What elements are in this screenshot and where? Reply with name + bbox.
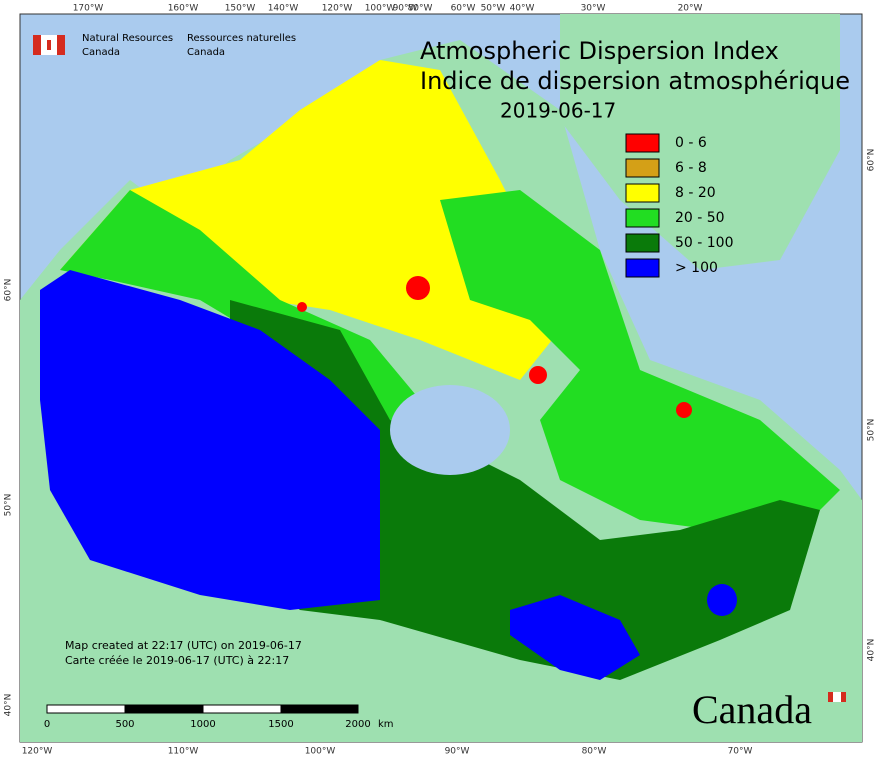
legend-swatch [625, 183, 660, 203]
latitude-label: 40°N [867, 639, 877, 662]
legend-label: 0 - 6 [675, 135, 707, 151]
longitude-label: 100°W [305, 747, 336, 757]
latitude-label: 60°N [867, 149, 877, 172]
latitude-label: 50°N [4, 494, 14, 517]
legend-swatch [625, 208, 660, 228]
wordmark: Canada [692, 687, 812, 732]
legend-swatch [625, 158, 660, 178]
credit: Carte créée le 2019-06-17 (UTC) à 22:17 [65, 654, 289, 667]
longitude-label: 80°W [408, 4, 433, 14]
agency-fr: Ressources naturelles [187, 33, 296, 44]
longitude-label: 160°W [168, 4, 199, 14]
longitude-label: 170°W [73, 4, 104, 14]
longitude-label: 140°W [268, 4, 299, 14]
legend-label: 8 - 20 [675, 185, 716, 201]
longitude-label: 40°W [510, 4, 535, 14]
map-title: Indice de dispersion atmosphérique [420, 67, 850, 95]
scale-label: 1500 [268, 719, 293, 730]
longitude-label: 50°W [481, 4, 506, 14]
longitude-label: 80°W [582, 747, 607, 757]
latitude-label: 60°N [4, 279, 14, 302]
longitude-label: 90°W [445, 747, 470, 757]
longitude-label: 20°W [678, 4, 703, 14]
scale-label: 1000 [190, 719, 215, 730]
map-title: Atmospheric Dispersion Index [420, 37, 779, 65]
longitude-label: 30°W [581, 4, 606, 14]
scale-bar [280, 704, 359, 714]
agency-fr: Canada [187, 47, 225, 58]
latitude-label: 50°N [867, 419, 877, 442]
agency-en: Natural Resources [82, 33, 173, 44]
legend-swatch [625, 258, 660, 278]
scale-unit: km [378, 719, 394, 730]
legend-swatch [625, 233, 660, 253]
hudson-bay [390, 385, 510, 475]
scale-bar [124, 704, 204, 714]
legend-label: 6 - 8 [675, 160, 707, 176]
scale-bar [46, 704, 126, 714]
longitude-label: 90°W [393, 4, 418, 14]
legend-label: 50 - 100 [675, 235, 734, 251]
longitude-label: 120°W [322, 4, 353, 14]
flag [33, 35, 41, 55]
longitude-label: 110°W [168, 747, 199, 757]
scale-label: 0 [44, 719, 50, 730]
wordmark-flag [833, 692, 841, 702]
scale-label: 2000 [345, 719, 370, 730]
legend-swatch [625, 133, 660, 153]
legend-label: > 100 [675, 260, 718, 276]
flag [57, 35, 65, 55]
longitude-label: 120°W [22, 747, 53, 757]
scale-label: 500 [115, 719, 134, 730]
latitude-label: 40°N [4, 694, 14, 717]
index-zones [40, 60, 840, 680]
longitude-label: 60°W [451, 4, 476, 14]
longitude-label: 70°W [728, 747, 753, 757]
longitude-label: 150°W [225, 4, 256, 14]
map-date: 2019-06-17 [500, 99, 616, 123]
credit: Map created at 22:17 (UTC) on 2019-06-17 [65, 639, 302, 652]
legend-label: 20 - 50 [675, 210, 725, 226]
longitude-label: 100°W [365, 4, 396, 14]
agency-en: Canada [82, 47, 120, 58]
flag [47, 40, 51, 50]
scale-bar [202, 704, 282, 714]
